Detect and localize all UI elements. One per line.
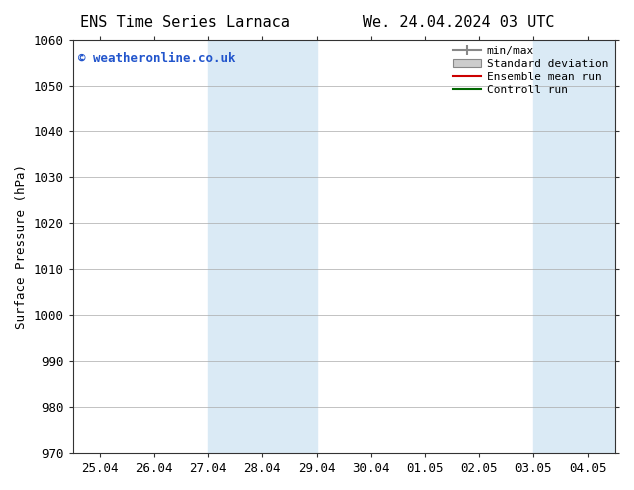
Y-axis label: Surface Pressure (hPa): Surface Pressure (hPa) [15, 164, 28, 329]
Text: ENS Time Series Larnaca        We. 24.04.2024 03 UTC: ENS Time Series Larnaca We. 24.04.2024 0… [80, 15, 554, 30]
Text: © weatheronline.co.uk: © weatheronline.co.uk [78, 52, 235, 65]
Legend: min/max, Standard deviation, Ensemble mean run, Controll run: min/max, Standard deviation, Ensemble me… [449, 42, 612, 99]
Bar [208, 40, 316, 453]
Bar [533, 40, 615, 453]
